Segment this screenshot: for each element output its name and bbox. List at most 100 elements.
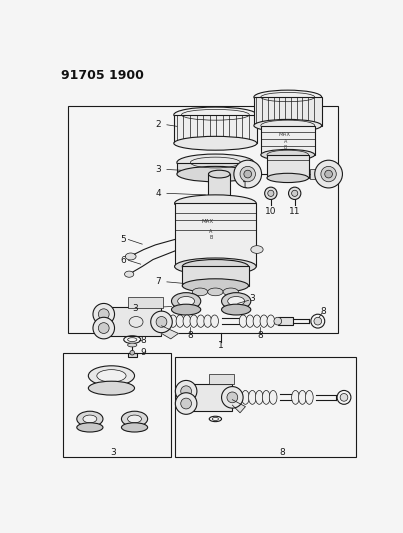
Circle shape	[93, 303, 114, 325]
Ellipse shape	[77, 411, 103, 426]
Ellipse shape	[125, 253, 136, 260]
Circle shape	[315, 160, 343, 188]
Bar	[69, 106, 338, 334]
Ellipse shape	[121, 411, 147, 426]
Ellipse shape	[253, 315, 261, 327]
Circle shape	[156, 317, 167, 327]
Ellipse shape	[208, 170, 230, 178]
Ellipse shape	[249, 391, 256, 405]
Ellipse shape	[88, 381, 135, 395]
Bar	[310, 168, 326, 180]
Bar	[128, 353, 137, 357]
Bar	[278, 317, 293, 325]
Text: 3: 3	[110, 448, 116, 457]
Ellipse shape	[208, 288, 223, 296]
Bar	[233, 393, 240, 401]
Ellipse shape	[211, 315, 218, 327]
Bar	[63, 353, 171, 457]
Ellipse shape	[88, 366, 135, 386]
Ellipse shape	[177, 166, 254, 182]
Ellipse shape	[169, 315, 177, 327]
Ellipse shape	[174, 258, 256, 275]
Ellipse shape	[305, 391, 313, 405]
Ellipse shape	[174, 195, 256, 212]
Ellipse shape	[251, 246, 263, 253]
Circle shape	[234, 160, 262, 188]
Ellipse shape	[125, 271, 134, 277]
Text: 6: 6	[120, 256, 127, 265]
Text: 10: 10	[266, 206, 277, 215]
Bar	[267, 155, 309, 178]
Text: MAX: MAX	[202, 219, 214, 224]
Ellipse shape	[267, 150, 309, 159]
Circle shape	[314, 317, 322, 325]
Bar	[186, 384, 233, 411]
Text: A: A	[209, 229, 213, 233]
Bar	[182, 266, 249, 286]
Text: 8: 8	[320, 308, 326, 317]
Circle shape	[289, 187, 301, 199]
Ellipse shape	[222, 293, 251, 310]
Ellipse shape	[254, 90, 322, 104]
Ellipse shape	[241, 391, 249, 405]
Bar	[261, 126, 315, 155]
Ellipse shape	[190, 315, 198, 327]
Circle shape	[175, 381, 197, 402]
Circle shape	[93, 317, 114, 339]
Ellipse shape	[260, 315, 268, 327]
Circle shape	[265, 187, 277, 199]
Text: 8: 8	[140, 336, 145, 345]
Text: B: B	[284, 146, 287, 150]
Text: 4: 4	[155, 189, 161, 198]
Circle shape	[175, 393, 197, 414]
Ellipse shape	[183, 315, 191, 327]
Text: 3: 3	[132, 304, 138, 312]
Ellipse shape	[246, 315, 254, 327]
Ellipse shape	[77, 423, 103, 432]
Bar	[174, 203, 256, 266]
Text: 8: 8	[257, 330, 263, 340]
Text: 3: 3	[155, 165, 161, 174]
Ellipse shape	[182, 279, 249, 293]
Ellipse shape	[223, 288, 239, 296]
Circle shape	[181, 398, 191, 409]
Ellipse shape	[178, 296, 195, 306]
Ellipse shape	[262, 391, 270, 405]
Circle shape	[340, 393, 348, 401]
Circle shape	[292, 190, 298, 196]
Circle shape	[181, 386, 191, 397]
Circle shape	[244, 170, 251, 178]
Text: 1: 1	[242, 181, 248, 190]
Ellipse shape	[261, 120, 315, 131]
Text: 5: 5	[120, 235, 127, 244]
Ellipse shape	[128, 415, 141, 423]
Ellipse shape	[222, 304, 251, 315]
Circle shape	[98, 309, 109, 320]
Ellipse shape	[269, 391, 277, 405]
Text: 8: 8	[280, 448, 285, 457]
Bar	[177, 163, 254, 174]
Bar	[209, 374, 234, 384]
Circle shape	[227, 392, 238, 403]
Ellipse shape	[128, 343, 137, 347]
Text: 11: 11	[289, 206, 301, 215]
Circle shape	[98, 322, 109, 334]
Text: 3: 3	[249, 294, 255, 303]
Bar	[129, 296, 163, 308]
Ellipse shape	[177, 154, 254, 171]
Ellipse shape	[256, 391, 263, 405]
Ellipse shape	[292, 391, 299, 405]
Text: A: A	[284, 139, 287, 144]
Bar	[254, 97, 322, 126]
Text: 2: 2	[155, 120, 161, 130]
Polygon shape	[233, 400, 245, 413]
Ellipse shape	[320, 170, 331, 178]
Ellipse shape	[261, 149, 315, 160]
Circle shape	[268, 190, 274, 196]
Ellipse shape	[197, 315, 205, 327]
Text: MAX: MAX	[278, 132, 291, 138]
Ellipse shape	[97, 370, 126, 382]
Ellipse shape	[174, 136, 257, 150]
Ellipse shape	[176, 315, 184, 327]
Ellipse shape	[204, 315, 212, 327]
